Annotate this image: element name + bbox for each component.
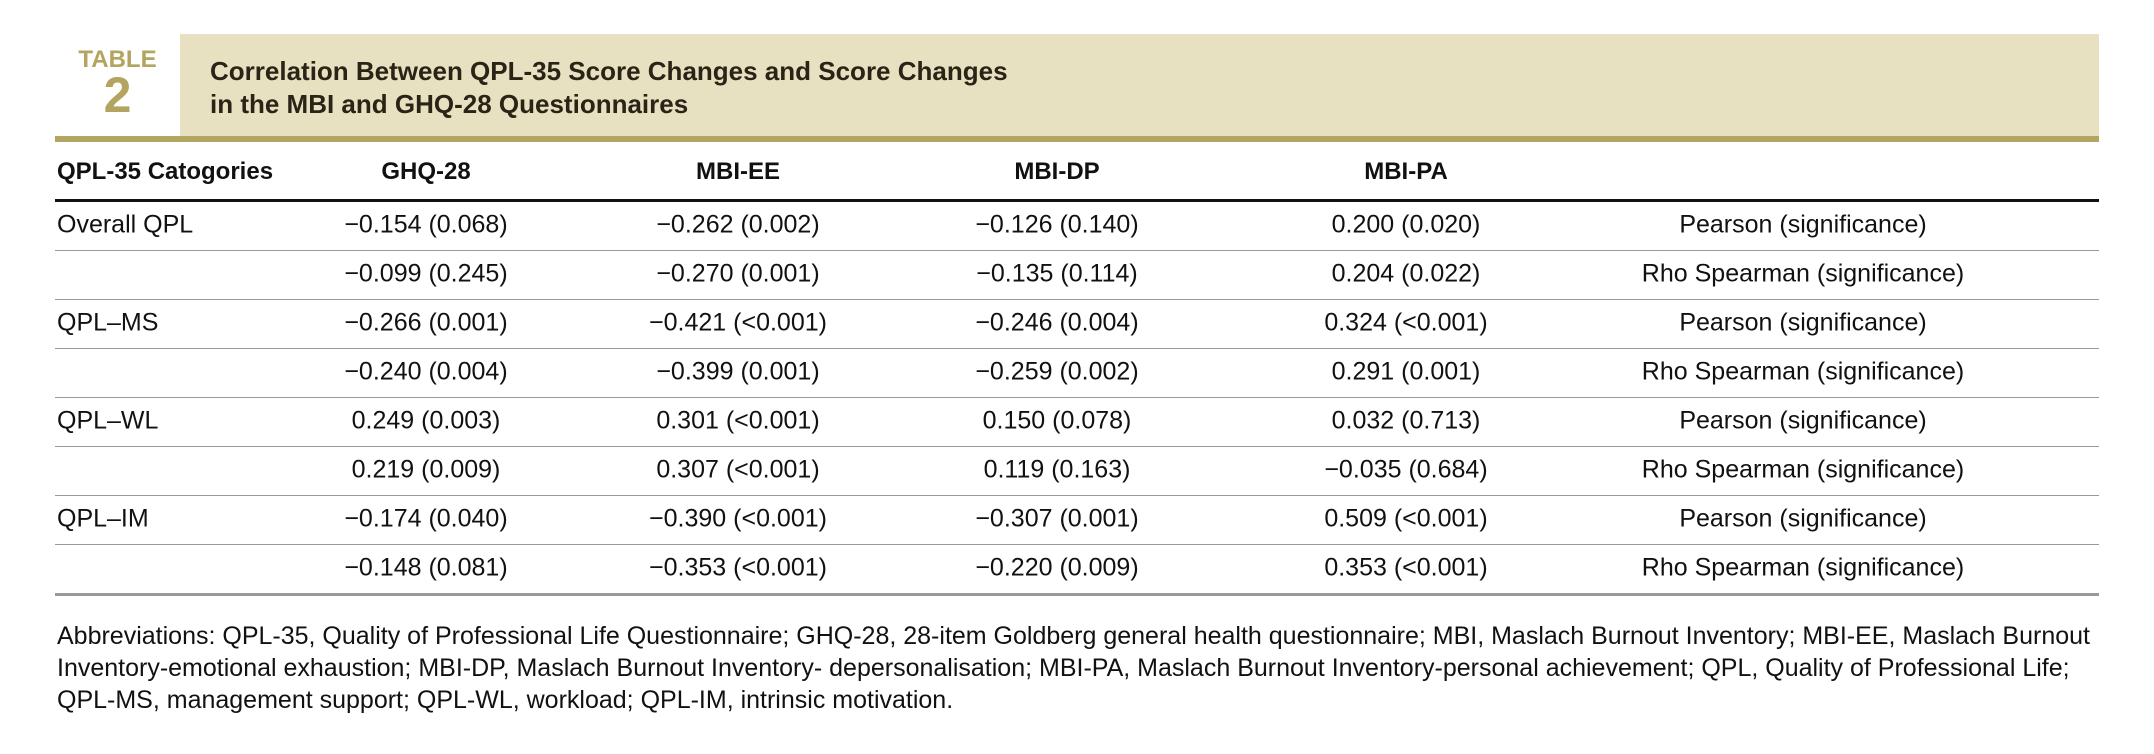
- table-cell: −0.390 (<0.001): [649, 504, 827, 533]
- table-cell: −0.353 (<0.001): [649, 553, 827, 582]
- table-cell: −0.035 (0.684): [1324, 455, 1488, 484]
- table-cell: −0.421 (<0.001): [649, 308, 827, 337]
- table-cell: Pearson (significance): [1679, 210, 1927, 239]
- table-cell: 0.219 (0.009): [351, 455, 501, 484]
- table-cell: 0.032 (0.713): [1331, 406, 1481, 435]
- table-cell: 0.291 (0.001): [1331, 357, 1481, 386]
- row-divider: [55, 298, 2099, 300]
- table-cell: 0.204 (0.022): [1331, 259, 1481, 288]
- table-cell: 0.249 (0.003): [351, 406, 501, 435]
- table-cell: Rho Spearman (significance): [1641, 553, 1965, 582]
- title-line: in the MBI and GHQ-28 Questionnaires: [210, 89, 689, 119]
- header-band: [180, 34, 2099, 137]
- table-cell: −0.135 (0.114): [976, 259, 1138, 288]
- bottom-rule: [55, 592, 2099, 596]
- column-header: MBI-DP: [1014, 158, 1100, 185]
- table-cell: −0.259 (0.002): [975, 357, 1139, 386]
- gold-rule: [55, 136, 2099, 142]
- column-header: MBI-PA: [1364, 158, 1448, 185]
- table-cell: 0.307 (<0.001): [656, 455, 820, 484]
- footnote: Abbreviations: QPL-35, Quality of Profes…: [57, 622, 2090, 714]
- table-number: 2: [103, 67, 132, 123]
- table-cell: 0.509 (<0.001): [1324, 504, 1488, 533]
- row-divider: [55, 445, 2099, 447]
- row-divider: [55, 249, 2099, 251]
- row-divider: [55, 347, 2099, 349]
- title-line: Correlation Between QPL-35 Score Changes…: [210, 56, 1008, 86]
- table-cell: 0.324 (<0.001): [1324, 308, 1488, 337]
- column-header: MBI-EE: [696, 158, 780, 185]
- column-header: QPL-35 Catogories: [57, 158, 274, 185]
- table-cell: QPL–MS: [57, 308, 159, 337]
- table-label: TABLE: [78, 46, 157, 73]
- column-header: GHQ-28: [381, 158, 471, 185]
- table-cell: Rho Spearman (significance): [1641, 259, 1965, 288]
- table-cell: 0.200 (0.020): [1331, 210, 1481, 239]
- table-cell: Overall QPL: [57, 210, 194, 239]
- table-cell: QPL–IM: [57, 504, 149, 533]
- row-divider: [55, 396, 2099, 398]
- table-cell: −0.270 (0.001): [656, 259, 820, 288]
- table-cell: 0.119 (0.163): [983, 455, 1131, 484]
- table-cell: 0.301 (<0.001): [656, 406, 820, 435]
- table-cell: Pearson (significance): [1679, 504, 1927, 533]
- table-cell: −0.148 (0.081): [344, 553, 508, 582]
- row-divider: [55, 543, 2099, 545]
- row-divider: [55, 494, 2099, 496]
- table-cell: Rho Spearman (significance): [1641, 357, 1965, 386]
- table-cell: −0.174 (0.040): [344, 504, 508, 533]
- table-cell: −0.266 (0.001): [344, 308, 508, 337]
- table-cell: −0.262 (0.002): [656, 210, 820, 239]
- table-cell: −0.240 (0.004): [344, 357, 508, 386]
- table-cell: QPL–WL: [57, 406, 159, 435]
- table-cell: Pearson (significance): [1679, 406, 1927, 435]
- table-cell: 0.150 (0.078): [982, 406, 1132, 435]
- table-cell: −0.399 (0.001): [656, 357, 820, 386]
- table-cell: −0.220 (0.009): [975, 553, 1139, 582]
- table-cell: −0.307 (0.001): [975, 504, 1139, 533]
- table-cell: −0.246 (0.004): [975, 308, 1139, 337]
- table-cell: −0.154 (0.068): [344, 210, 508, 239]
- table-cell: −0.099 (0.245): [344, 259, 508, 288]
- table-cell: Pearson (significance): [1679, 308, 1927, 337]
- table-cell: Rho Spearman (significance): [1641, 455, 1965, 484]
- header-rule: [55, 199, 2099, 202]
- table-cell: −0.126 (0.140): [975, 210, 1139, 239]
- table-cell: 0.353 (<0.001): [1324, 553, 1488, 582]
